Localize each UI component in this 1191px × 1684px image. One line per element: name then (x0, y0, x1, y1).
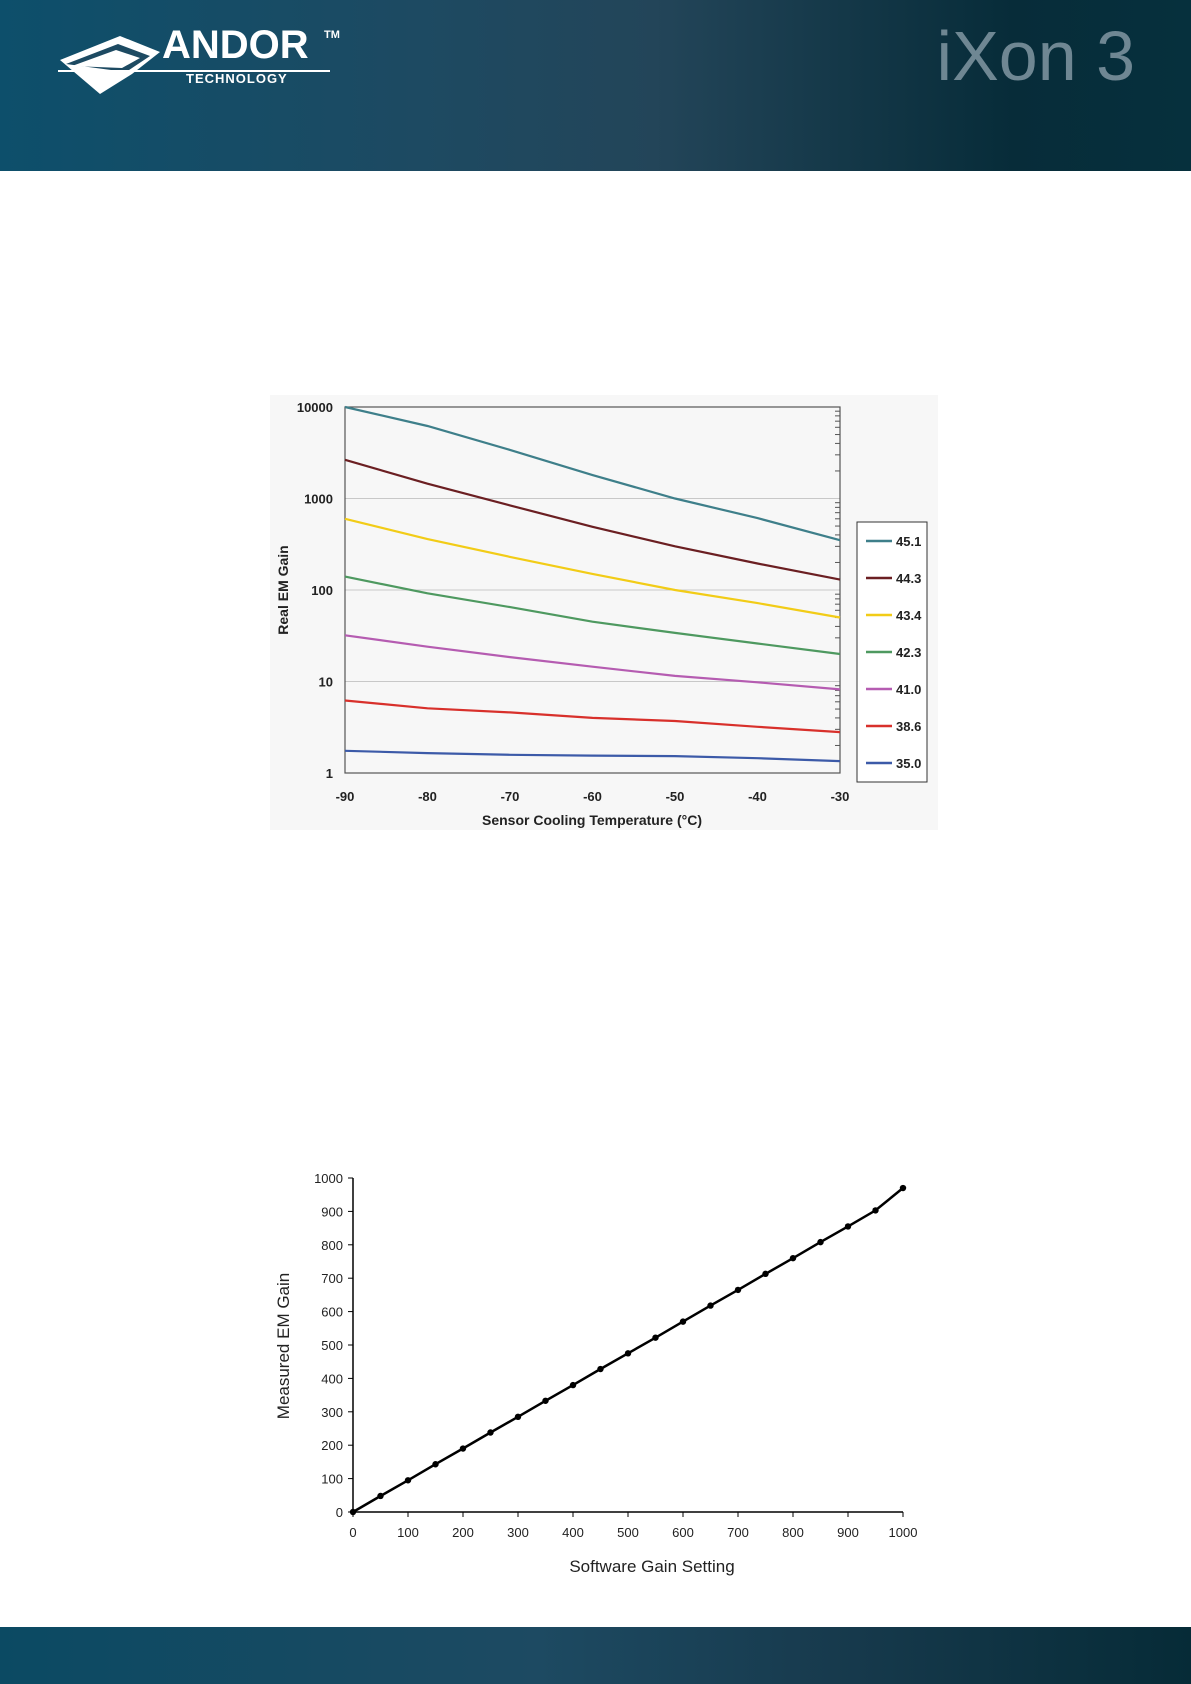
data-point (679, 1318, 687, 1325)
y-tick-label: 900 (321, 1204, 343, 1219)
x-tick-label: 1000 (889, 1525, 918, 1540)
data-point (899, 1184, 907, 1192)
y-tick-label: 10 (319, 675, 333, 690)
data-point (542, 1397, 549, 1404)
series-lines (344, 405, 841, 763)
header-graphics: ANDOR TM TECHNOLOGY iXon 3 (58, 17, 1135, 95)
x-tick-label: 900 (837, 1525, 859, 1540)
header-band: ANDOR TM TECHNOLOGY iXon 3 (0, 0, 1191, 171)
data-point (569, 1381, 577, 1389)
y-tick-label: 800 (321, 1238, 343, 1253)
plot-frame (344, 406, 841, 774)
data-point (624, 1350, 632, 1357)
y-tick-label: 500 (321, 1338, 343, 1353)
x-tick-label: -80 (418, 789, 437, 804)
x-tick-label: 700 (727, 1525, 749, 1540)
right-axis-minor-ticks (835, 410, 840, 746)
x-tick-label: -90 (336, 789, 355, 804)
data-point (872, 1207, 879, 1214)
series-line-42.3 (344, 575, 841, 656)
y-tick-label: 10000 (297, 400, 333, 415)
x-tick-labels: -90 -80 -70 -60 -50 -40 -30 (336, 789, 850, 804)
data-point (652, 1334, 659, 1341)
chart1-background (270, 395, 938, 830)
x-axis-label: Software Gain Setting (569, 1557, 734, 1576)
y-tick-labels: 1 10 100 1000 10000 (297, 400, 333, 781)
legend-label: 45.1 (896, 534, 921, 549)
x-tick-label: -60 (583, 789, 602, 804)
x-tick-label: 400 (562, 1525, 584, 1540)
x-tick-label: -70 (501, 789, 520, 804)
footer-band (0, 1627, 1191, 1684)
y-axis-label: Real EM Gain (275, 545, 291, 634)
y-tick-label: 400 (321, 1371, 343, 1386)
data-point (459, 1445, 467, 1452)
y-tick-label: 700 (321, 1271, 343, 1286)
data-point (404, 1477, 412, 1484)
logo-subtext: TECHNOLOGY (186, 71, 288, 86)
measured-gain-vs-software-setting-chart: 0 100 200 300 400 500 600 700 800 900 1000 0 100 200 3… (274, 1171, 917, 1576)
x-tick-label: 100 (397, 1525, 419, 1540)
data-point (734, 1286, 742, 1294)
data-point (487, 1429, 494, 1436)
data-point (762, 1270, 769, 1278)
y-tick-label: 100 (321, 1472, 343, 1487)
logo-text: ANDOR (162, 23, 309, 67)
y-tick-label: 200 (321, 1438, 343, 1453)
legend: 45.1 44.3 43.4 42.3 41.0 38.6 35.0 (866, 534, 922, 771)
x-tick-label: -40 (748, 789, 767, 804)
x-tick-label: 800 (782, 1525, 804, 1540)
y-tick-label: 0 (336, 1505, 343, 1520)
data-point (432, 1461, 439, 1468)
series-line-45.1 (344, 405, 841, 542)
y-tick-label: 300 (321, 1405, 343, 1420)
data-point (789, 1254, 797, 1262)
y-tick-label: 100 (311, 583, 333, 598)
y-axis-label: Measured EM Gain (274, 1273, 293, 1419)
data-point (844, 1223, 852, 1230)
legend-label: 44.3 (896, 571, 921, 586)
axis-ticks: 0 100 200 300 400 500 600 700 800 900 1000 0 100 200 3… (314, 1171, 917, 1540)
product-title: iXon 3 (937, 17, 1135, 95)
x-tick-label: 300 (507, 1525, 529, 1540)
legend-label: 38.6 (896, 719, 921, 734)
data-point (377, 1492, 384, 1500)
x-axis-label: Sensor Cooling Temperature (°C) (482, 812, 702, 828)
x-tick-label: 600 (672, 1525, 694, 1540)
y-tick-label: 1000 (304, 492, 333, 507)
x-tick-label: 200 (452, 1525, 474, 1540)
series-line-38.6 (344, 699, 841, 734)
series-line-35.0 (344, 749, 841, 763)
x-tick-label: 500 (617, 1525, 639, 1540)
data-point (817, 1238, 824, 1246)
data-point (597, 1365, 604, 1373)
andor-logo-icon (58, 36, 330, 94)
legend-label: 43.4 (896, 608, 922, 623)
y-tick-label: 600 (321, 1305, 343, 1320)
data-point (707, 1302, 714, 1309)
logo-trademark: TM (324, 29, 340, 41)
x-tick-label: 0 (349, 1525, 356, 1540)
y-tick-label: 1000 (314, 1171, 343, 1186)
legend-label: 42.3 (896, 645, 921, 660)
data-point (349, 1508, 357, 1516)
data-point (514, 1413, 522, 1421)
series-line-43.4 (344, 517, 841, 619)
em-gain-vs-temperature-chart: 1 10 100 1000 10000 -90 -80 -70 -60 -50 -40 -30 Re… (275, 400, 928, 828)
y-tick-label: 1 (326, 766, 333, 781)
data-points (349, 1184, 907, 1516)
legend-label: 41.0 (896, 682, 921, 697)
x-tick-label: -50 (666, 789, 685, 804)
series-line-41.0 (344, 634, 841, 691)
legend-label: 35.0 (896, 756, 921, 771)
x-tick-label: -30 (831, 789, 850, 804)
series-line-44.3 (344, 458, 841, 581)
